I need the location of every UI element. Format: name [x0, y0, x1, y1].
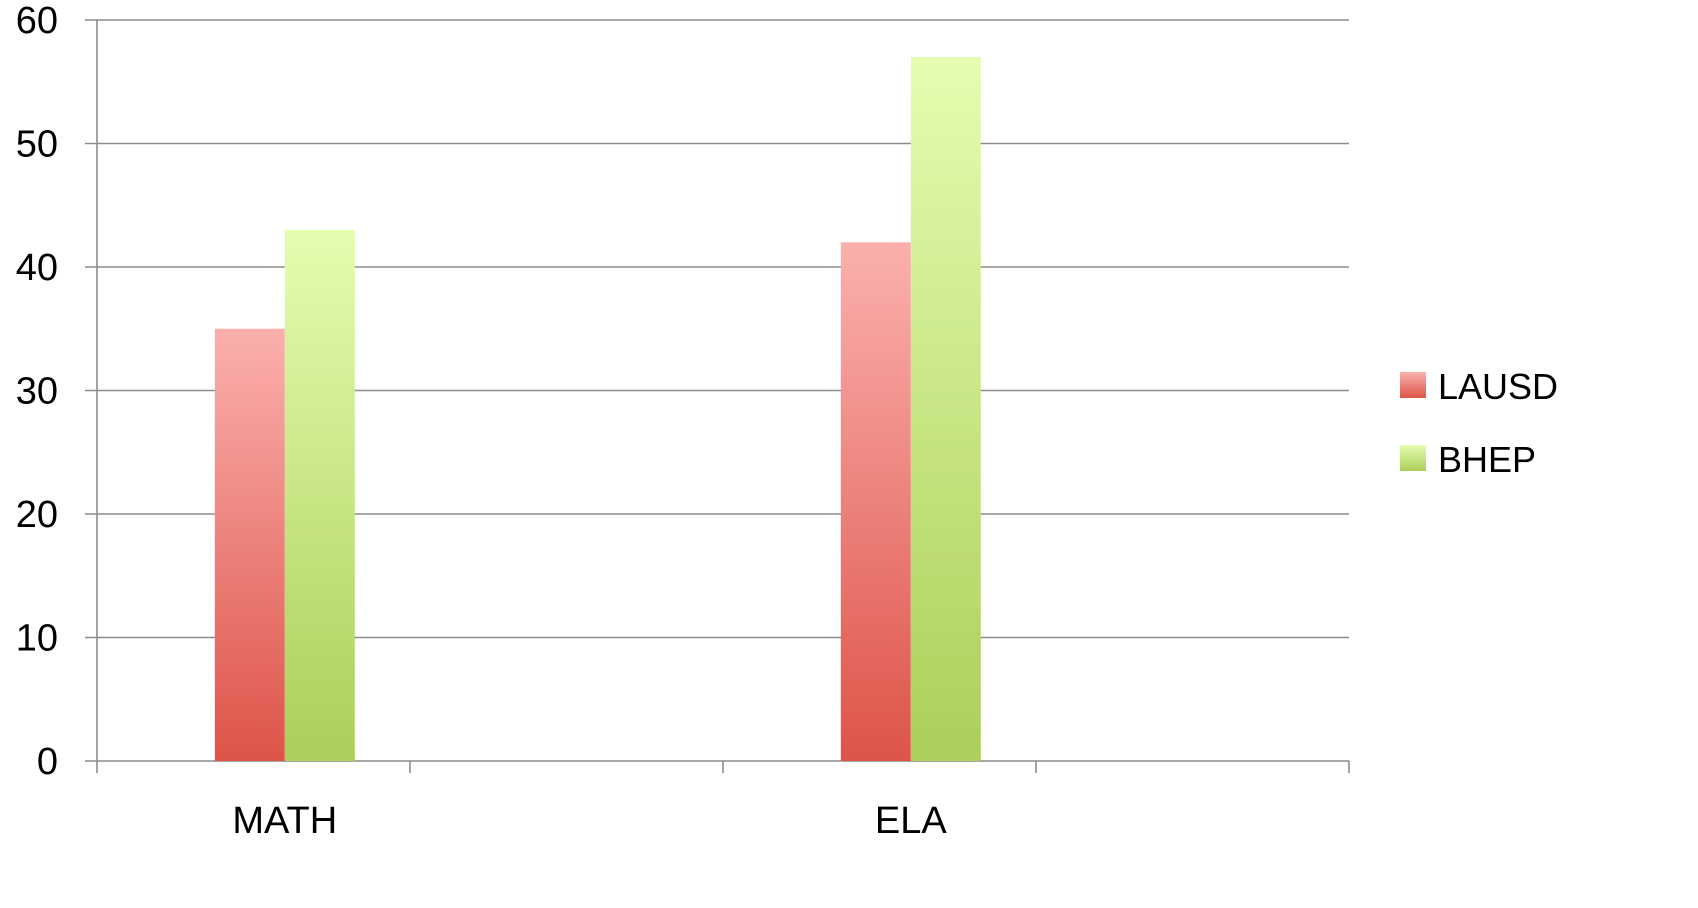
y-tick-label: 40 [16, 247, 58, 289]
x-category-label: MATH [232, 800, 337, 842]
label-layer: 0 10 20 30 40 50 60 MATH ELA [16, 0, 948, 842]
y-tick-label: 60 [16, 0, 58, 42]
legend-swatch-lausd [1400, 372, 1426, 398]
legend-label: LAUSD [1438, 366, 1558, 407]
bar-bhep-math [284, 229, 355, 761]
bar-lausd-math [214, 328, 285, 761]
bar-lausd-ela [840, 242, 911, 762]
y-tick-label: 10 [16, 618, 58, 660]
legend-label: BHEP [1438, 439, 1536, 480]
y-tick-label: 0 [37, 741, 58, 783]
legend-swatch-bhep [1400, 445, 1426, 471]
axis-layer [96, 20, 1350, 773]
legend: LAUSD BHEP [1400, 366, 1558, 480]
y-tick-label: 20 [16, 494, 58, 536]
y-tick-label: 30 [16, 371, 58, 413]
bar-layer [214, 57, 981, 762]
x-category-label: ELA [875, 800, 947, 842]
bar-bhep-ela [910, 57, 981, 762]
y-tick-label: 50 [16, 124, 58, 166]
